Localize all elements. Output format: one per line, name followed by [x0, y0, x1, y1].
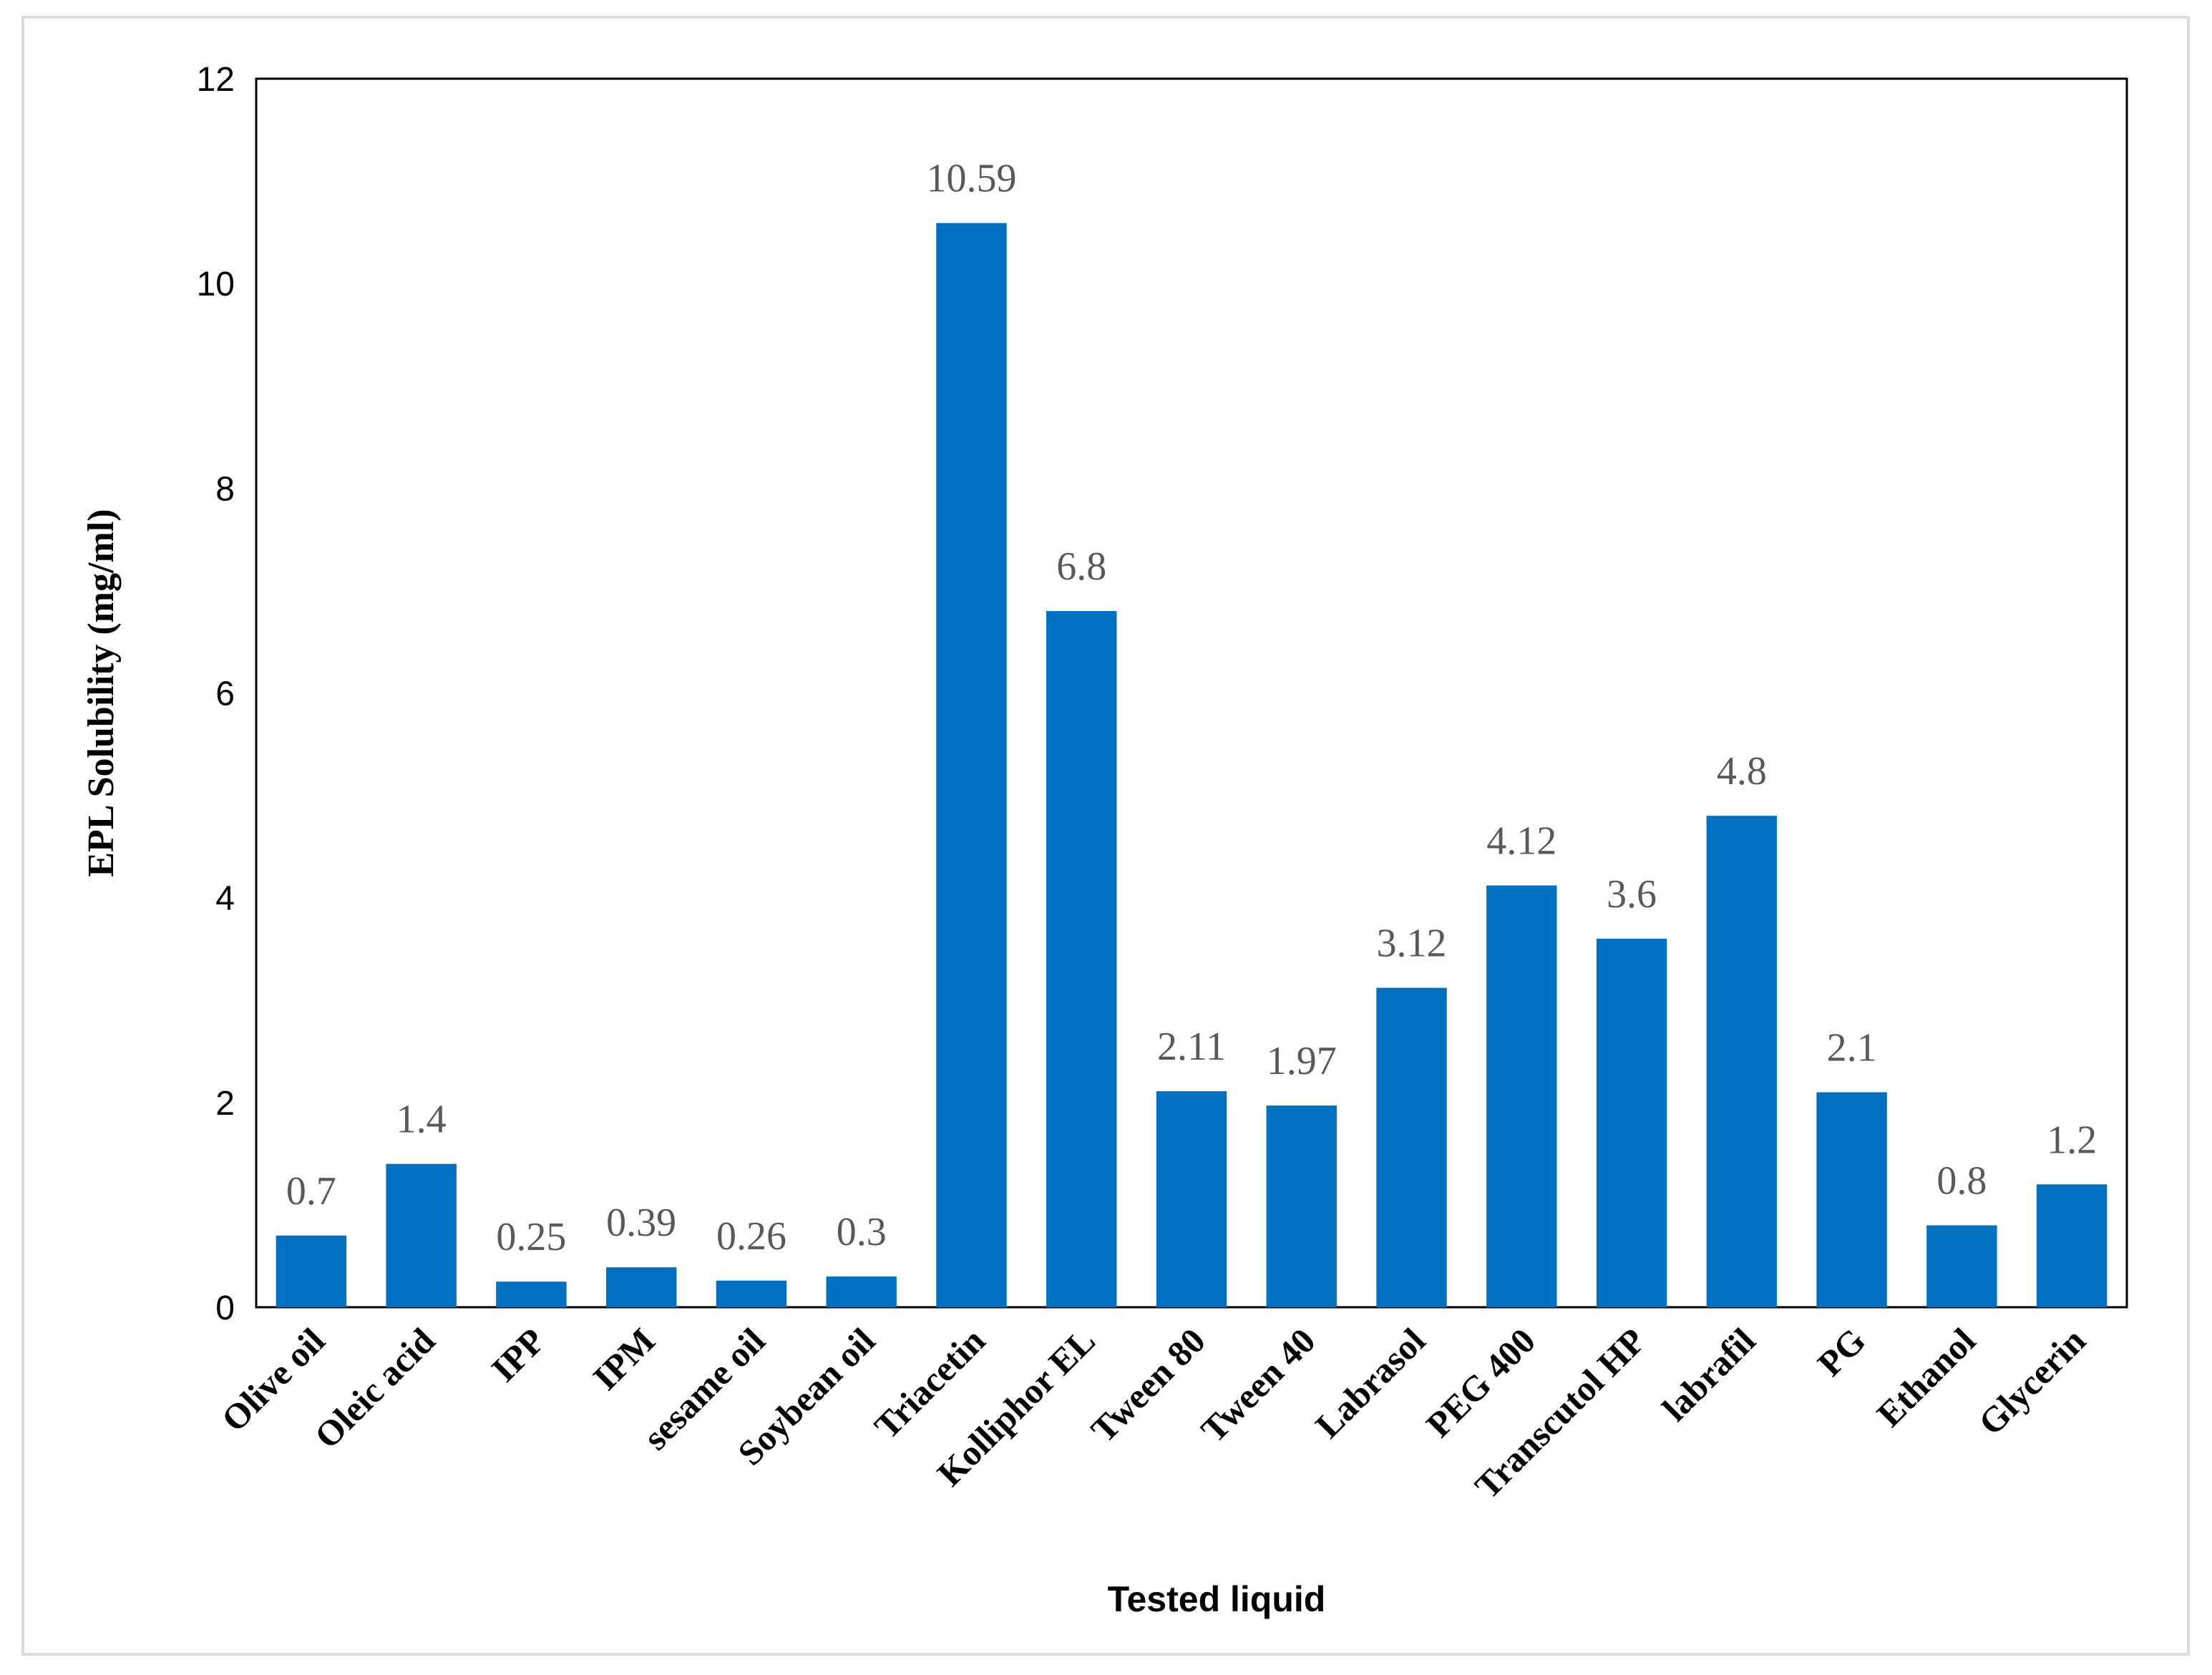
- x-tick-label: labrafil: [1655, 1320, 1763, 1429]
- bar-olive-oil: [276, 1235, 347, 1307]
- data-label: 1.4: [396, 1098, 447, 1142]
- data-label: 2.1: [1827, 1026, 1877, 1070]
- data-label: 4.12: [1486, 819, 1556, 863]
- data-label: 0.39: [606, 1201, 676, 1245]
- bar-sesame-oil: [716, 1280, 787, 1307]
- data-label: 0.3: [837, 1210, 887, 1254]
- data-label: 0.8: [1936, 1159, 1987, 1203]
- data-label: 2.11: [1157, 1025, 1226, 1069]
- x-tick-label: Glycerin: [1971, 1320, 2093, 1442]
- y-tick-label: 4: [215, 880, 235, 918]
- data-label: 0.26: [716, 1214, 786, 1259]
- bar-ipm: [605, 1267, 677, 1307]
- bar-tween-80: [1156, 1091, 1227, 1307]
- data-label: 6.8: [1056, 545, 1106, 589]
- bar-labrasol: [1376, 987, 1447, 1307]
- data-label: 3.12: [1377, 922, 1447, 966]
- bar-kolliphor-el: [1046, 611, 1117, 1307]
- y-tick-label: 6: [215, 675, 235, 713]
- bar-soybean-oil: [826, 1276, 897, 1307]
- x-tick-label: IPP: [484, 1320, 553, 1390]
- x-tick-label: Tween 40: [1193, 1320, 1322, 1450]
- data-label: 1.2: [2047, 1118, 2097, 1162]
- y-tick-label: 8: [215, 470, 235, 508]
- x-tick-label: Oleic acid: [307, 1320, 443, 1456]
- bar-oleic-acid: [386, 1163, 457, 1307]
- bar-peg-400: [1486, 885, 1557, 1307]
- bar-glycerin: [2036, 1184, 2108, 1307]
- bar-ipp: [496, 1281, 567, 1307]
- bar-pg: [1816, 1092, 1887, 1307]
- bar-triacetin: [936, 223, 1007, 1307]
- data-label: 10.59: [926, 157, 1016, 201]
- x-tick-label: Labrasol: [1307, 1320, 1433, 1445]
- data-label: 4.8: [1717, 749, 1767, 793]
- x-tick-label: IPM: [585, 1320, 663, 1397]
- data-label: 1.97: [1267, 1039, 1337, 1083]
- data-label: 3.6: [1607, 872, 1657, 917]
- y-tick-label: 10: [197, 265, 235, 303]
- bar-transcutol-hp: [1596, 938, 1667, 1307]
- y-axis-label: EPL Solubility (mg/ml): [81, 509, 122, 876]
- bar-labrafil: [1706, 816, 1778, 1307]
- y-tick-label: 2: [215, 1085, 235, 1123]
- data-label: 0.7: [286, 1169, 336, 1213]
- bar-ethanol: [1926, 1225, 1997, 1307]
- x-tick-label: Tween 80: [1083, 1320, 1212, 1450]
- x-tick-label: Ethanol: [1869, 1320, 1984, 1435]
- x-tick-label: PG: [1810, 1320, 1874, 1384]
- y-tick-label: 0: [215, 1289, 235, 1327]
- data-label: 0.25: [496, 1215, 566, 1259]
- bar-tween-40: [1266, 1105, 1337, 1307]
- x-axis-label: Tested liquid: [1108, 1579, 1326, 1619]
- y-tick-label: 12: [197, 61, 235, 99]
